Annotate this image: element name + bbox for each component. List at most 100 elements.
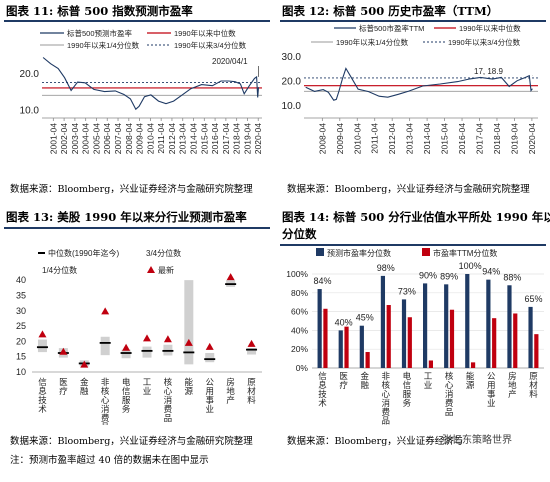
category-label: 能源 — [185, 377, 194, 396]
x-tick-label: 2016-04 — [210, 123, 220, 154]
latest-marker — [184, 338, 193, 346]
fig12-chart: 标普500市盈率TTM 1990年以来中位数 1990年以来1/4分位数 1990年以… — [282, 24, 538, 154]
fig11-source: 数据来源：Bloomberg，兴业证券经济与金融研究院整理 — [10, 184, 253, 195]
category-label: 金融 — [80, 377, 89, 396]
bar-ttm-pe — [513, 313, 518, 368]
annotation-label: 2020/04/1 — [212, 57, 248, 66]
bar-forward-pe — [380, 275, 386, 368]
y-tick-label: 20.0 — [20, 69, 40, 80]
fig11-title: 图表 11: 标普 500 指数预测市盈率 — [6, 4, 193, 18]
category-label: 工业 — [143, 377, 152, 396]
x-tick-label: 2012-04 — [167, 123, 177, 154]
fig13-chart: 中位数(1990年迄今) 3/4分位数 1/4分位数 最新 10 15 20 25 30 35 40… — [16, 248, 262, 425]
latest-marker — [143, 334, 151, 342]
latest-marker — [38, 330, 47, 338]
fig11-chart: 标普500预测市盈率 1990年以来中位数 1990年以来1/4分位数 1990年以来… — [20, 28, 264, 154]
iqr-bar — [247, 348, 257, 355]
x-tick-label: 2016-04 — [457, 123, 467, 154]
x-tick-label: 2014-04 — [422, 123, 432, 154]
category-label: 信息技术 — [38, 377, 47, 414]
category-label: 原材料 — [529, 371, 538, 399]
fig14-title-line2: 分位数 — [282, 227, 317, 241]
latest-marker — [80, 360, 89, 368]
legend-q1-label: 1/4分位数 — [42, 265, 77, 275]
x-tick-label: 2017-04 — [475, 123, 485, 154]
data-label: 98% — [377, 263, 395, 273]
latest-marker — [59, 347, 68, 355]
category-label: 能源 — [466, 371, 475, 390]
category-label: 公用事业 — [205, 377, 214, 414]
x-tick-label: 2008-04 — [124, 123, 134, 154]
fig14-title-rule — [280, 244, 546, 246]
legend-median-label: 中位数(1990年迄今) — [48, 248, 119, 258]
category-label: 房地产 — [508, 371, 517, 399]
category-label: 金融 — [360, 371, 369, 390]
bar-ttm-pe — [534, 334, 539, 368]
iqr-bar — [142, 346, 152, 358]
x-tick-label: 2002-04 — [59, 123, 69, 154]
data-label: 73% — [398, 286, 416, 296]
bar-forward-pe — [528, 306, 533, 368]
y-tick-label: 40 — [16, 275, 26, 285]
x-tick-label: 2019-04 — [242, 123, 252, 154]
y-tick-label: 40% — [291, 325, 308, 335]
iqr-bar — [205, 353, 215, 363]
data-label: 84% — [314, 276, 332, 286]
legend-label-3: 1990年以来3/4分位数 — [448, 37, 521, 47]
category-label: 核心消费品 — [445, 371, 454, 417]
legend-latest-label: 最新 — [158, 265, 174, 275]
bar-forward-pe — [401, 299, 407, 368]
series-line — [42, 57, 260, 111]
bar-forward-pe — [507, 285, 512, 368]
data-label: 100% — [459, 261, 482, 271]
fig11-title-rule — [4, 20, 270, 22]
category-label: 公用事业 — [487, 371, 496, 408]
legend-label-1: 1990年以来中位数 — [174, 28, 236, 38]
legend-label-3: 1990年以来3/4分位数 — [174, 40, 247, 50]
data-label: 45% — [356, 313, 374, 323]
bar-forward-pe — [423, 283, 428, 368]
x-tick-label: 2011-04 — [156, 123, 166, 154]
bar-forward-pe — [359, 325, 364, 368]
fig13-note: 注：预测市盈率超过 40 倍的数据未在图中显示 — [10, 455, 209, 466]
bar-ttm-pe — [428, 360, 433, 368]
y-tick-label: 100% — [286, 269, 308, 279]
fig14-chart: 预测市盈率分位数 市盈率TTM分位数 0% 20% 40% 60% 80% 100% 84% 信息… — [286, 248, 544, 426]
x-tick-label: 2011-04 — [370, 123, 380, 154]
fig13-source: 数据来源：Bloomberg，兴业证券经济与金融研究院整理 — [10, 436, 253, 447]
category-label: 原材料 — [247, 377, 256, 405]
legend-q3-label: 3/4分位数 — [146, 248, 181, 258]
x-tick-label: 2018-04 — [492, 123, 502, 154]
category-label: 电信服务 — [403, 371, 412, 408]
data-label: 94% — [482, 267, 500, 277]
legend-latest-swatch — [147, 266, 155, 273]
latest-marker — [205, 342, 214, 350]
x-tick-label: 2003-04 — [70, 123, 80, 154]
category-label: 核心消费品 — [164, 377, 173, 423]
x-tick-label: 2015-04 — [440, 123, 450, 154]
bar-ttm-pe — [323, 308, 328, 368]
bar-ttm-pe — [365, 352, 370, 368]
y-tick-label: 0% — [296, 363, 309, 373]
series-line — [305, 67, 533, 101]
fig12-title-rule — [280, 20, 546, 22]
bar-ttm-pe — [344, 326, 349, 368]
x-tick-label: 2007-04 — [113, 123, 123, 154]
x-tick-label: 2013-04 — [405, 123, 415, 154]
latest-marker — [101, 307, 110, 315]
x-tick-label: 2014-04 — [189, 123, 199, 154]
y-tick-label: 20% — [291, 344, 308, 354]
y-tick-label: 30.0 — [282, 52, 302, 63]
bar-ttm-pe — [492, 318, 497, 368]
legend-label-1: 市盈率TTM分位数 — [433, 248, 497, 258]
data-label: 40% — [335, 317, 353, 327]
annotation-label: 17, 18.9 — [474, 67, 503, 76]
data-label: 90% — [419, 270, 437, 280]
x-tick-label: 2012-04 — [387, 123, 397, 154]
x-tick-label: 2001-04 — [48, 123, 58, 154]
legend-swatch-0 — [316, 248, 324, 256]
legend-label-1: 1990年以来中位数 — [459, 24, 521, 33]
y-tick-label: 30 — [16, 306, 26, 316]
bar-ttm-pe — [386, 305, 391, 368]
y-tick-label: 10 — [16, 367, 26, 377]
